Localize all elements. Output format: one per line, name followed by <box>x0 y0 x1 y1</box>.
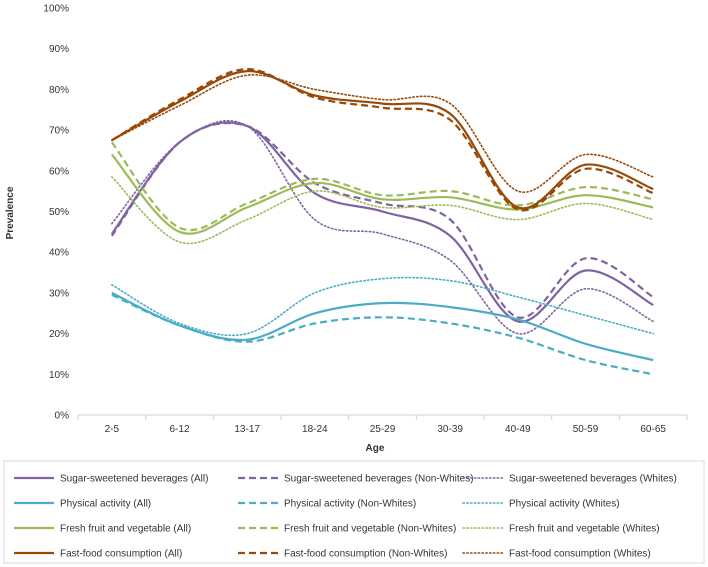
y-tick-label: 50% <box>49 207 69 218</box>
series-line-physical-activity-whites <box>111 276 654 337</box>
y-tick-label: 20% <box>49 329 69 340</box>
legend-label: Physical activity (Non-Whites) <box>284 499 416 510</box>
x-tick-label: 60-65 <box>640 424 666 435</box>
legend-label: Fresh fruit and vegetable (Non-Whites) <box>284 524 456 535</box>
legend-label: Physical activity (Whites) <box>509 499 620 510</box>
series-line-physical-activity-non-whites <box>111 293 654 376</box>
y-axis-title: Prevalence <box>5 186 16 239</box>
legend-label: Fast-food consumption (Non-Whites) <box>284 549 447 560</box>
y-tick-label: 40% <box>49 248 69 259</box>
series-line-sugar-sweetened-beverages-non-whites <box>110 122 654 319</box>
legend-border <box>3 460 705 564</box>
plot-area <box>110 67 654 376</box>
x-tick-label: 40-49 <box>505 424 531 435</box>
y-tick-label: 70% <box>49 126 69 137</box>
x-tick-label: 25-29 <box>370 424 396 435</box>
legend-label: Fast-food consumption (Whites) <box>509 549 651 560</box>
legend: Sugar-sweetened beverages (All) Sugar-swe… <box>14 474 677 560</box>
x-tick-label: 18-24 <box>302 424 328 435</box>
x-tick-label: 50-59 <box>573 424 599 435</box>
series-line-fresh-fruit-and-vegetable-non-whites <box>110 141 654 232</box>
series-line-fast-food-consumption-whites <box>111 74 654 193</box>
y-tick-label: 90% <box>49 44 69 55</box>
x-tick-label: 6-12 <box>169 424 189 435</box>
series-line-fresh-fruit-and-vegetable-all <box>110 153 654 235</box>
legend-label: Sugar-sweetened beverages (Non-Whites) <box>284 474 474 485</box>
legend-label: Physical activity (All) <box>60 499 151 510</box>
x-tick-label: 2-5 <box>105 424 120 435</box>
x-tick-label: 30-39 <box>437 424 463 435</box>
legend-label: Fresh fruit and vegetable (Whites) <box>509 524 660 535</box>
series-line-sugar-sweetened-beverages-whites <box>111 120 654 335</box>
y-tick-label: 10% <box>49 370 69 381</box>
legend-label: Fresh fruit and vegetable (All) <box>60 524 191 535</box>
y-tick-label: 80% <box>49 85 69 96</box>
legend-label: Fast-food consumption (All) <box>60 549 182 560</box>
series-line-physical-activity-all <box>111 291 654 362</box>
legend-label: Sugar-sweetened beverages (All) <box>60 474 208 485</box>
y-tick-label: 0% <box>55 411 70 422</box>
y-tick-label: 30% <box>49 288 69 299</box>
legend-label: Sugar-sweetened beverages (Whites) <box>509 474 677 485</box>
y-tick-label: 60% <box>49 166 69 177</box>
series-line-fast-food-consumption-non-whites <box>111 67 654 212</box>
y-axis: 0% 10% 20% 30% 40% 50% 60% 70% 80% 90% 100% <box>43 4 69 422</box>
x-axis: 2-5 6-12 13-17 18-24 25-29 30-39 40-49 50-59 60-… <box>77 415 688 435</box>
series-line-fast-food-consumption-all <box>111 69 654 210</box>
y-tick-label: 100% <box>43 4 69 15</box>
series-line-sugar-sweetened-beverages-all <box>110 121 654 323</box>
series-line-fresh-fruit-and-vegetable-whites <box>111 176 654 245</box>
x-tick-label: 13-17 <box>234 424 260 435</box>
x-axis-title: Age <box>366 443 385 454</box>
